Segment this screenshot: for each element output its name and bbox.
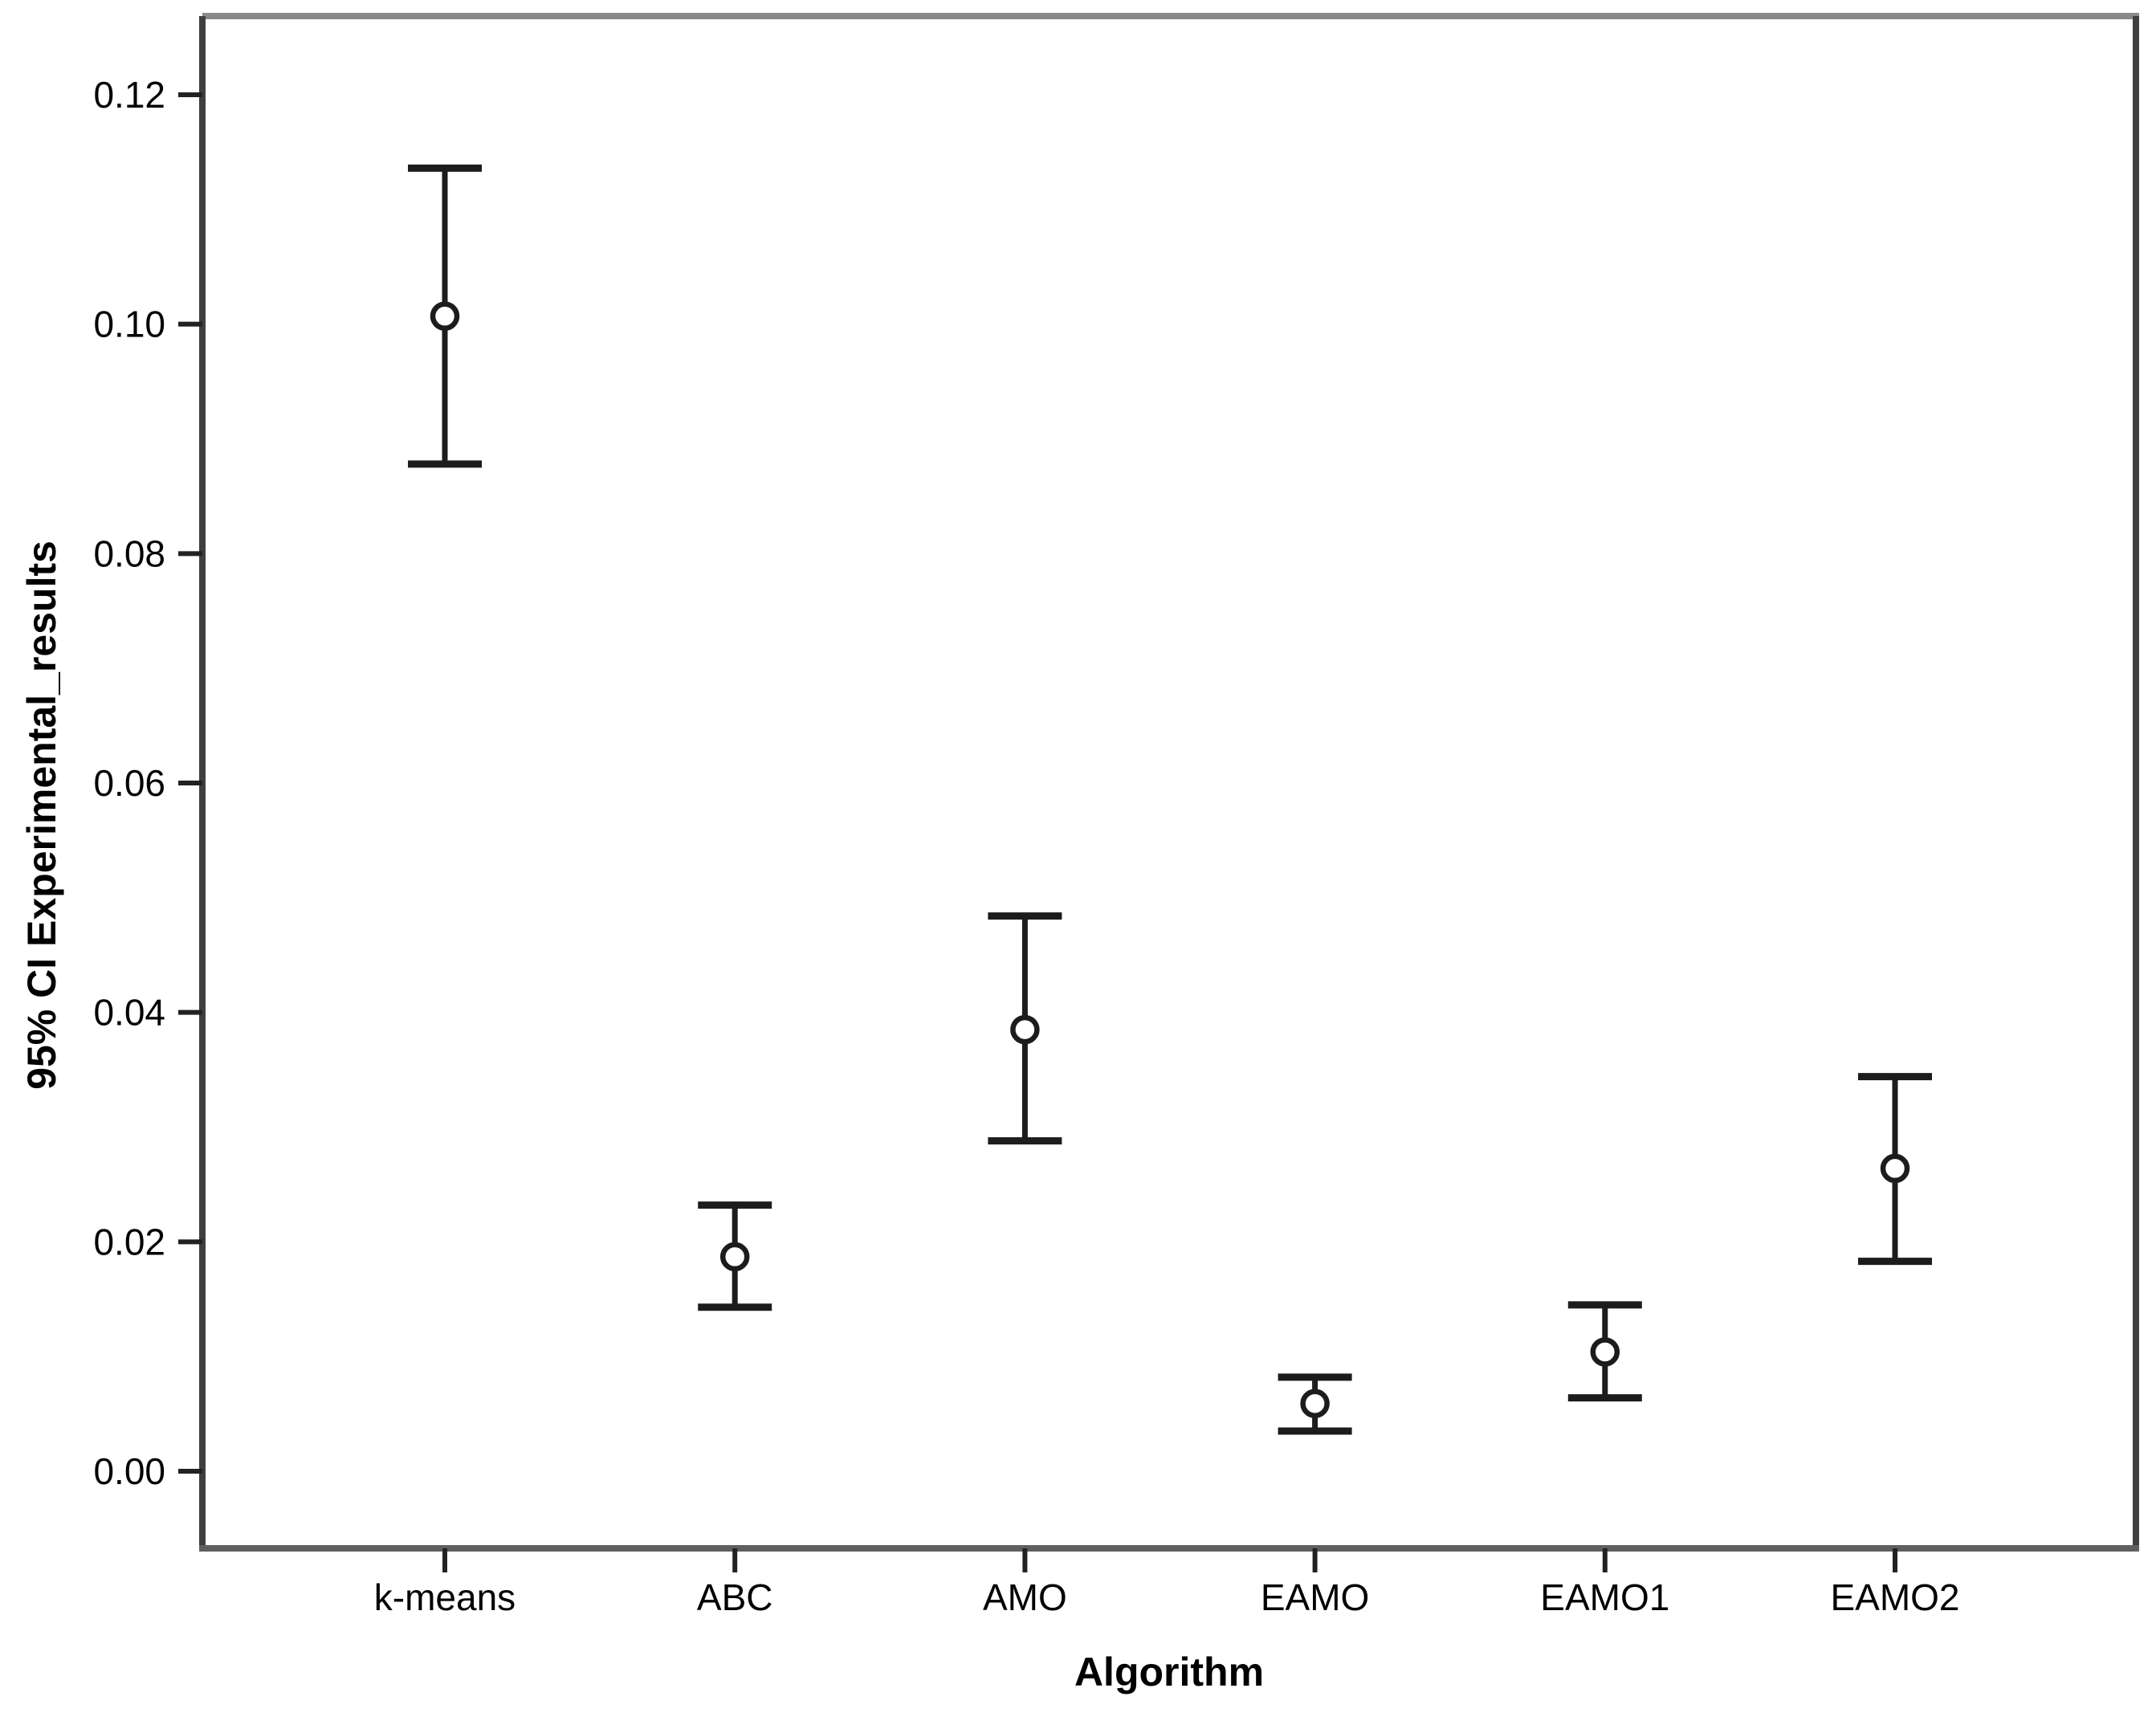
category-label: EAMO (1261, 1576, 1369, 1618)
x-tick-EAMO: EAMO (1261, 1548, 1369, 1618)
error-bar-EAMO (1278, 1373, 1352, 1435)
y-tick-0.12: 0.12 (93, 74, 202, 116)
x-tick-EAMO2: EAMO2 (1830, 1548, 1960, 1618)
y-tick-label: 0.06 (93, 762, 165, 804)
y-tick-label: 0.10 (93, 304, 165, 345)
x-tick-AMO: AMO (983, 1548, 1067, 1618)
x-tick-EAMO1: EAMO1 (1540, 1548, 1669, 1618)
y-tick-label: 0.12 (93, 74, 165, 116)
mean-marker (719, 1242, 750, 1272)
mean-marker (1880, 1153, 1910, 1184)
mean-marker (1300, 1389, 1330, 1418)
error-bar-k-means (408, 164, 482, 468)
error-bar-AMO (988, 912, 1062, 1145)
y-tick-label: 0.08 (93, 532, 165, 574)
error-bar-EAMO1 (1567, 1301, 1642, 1402)
y-tick-0.04: 0.04 (93, 992, 202, 1034)
mean-marker (1010, 1014, 1040, 1045)
y-axis-title: 95% CI Experimental_results (19, 540, 64, 1090)
y-tick-label: 0.00 (93, 1450, 165, 1492)
x-axis-title: Algorithm (1074, 1650, 1265, 1694)
category-label: ABC (697, 1576, 773, 1618)
error-bar-EAMO2 (1858, 1073, 1932, 1266)
x-tick-ABC: ABC (697, 1548, 773, 1618)
category-label: EAMO2 (1830, 1576, 1959, 1618)
y-tick-0.06: 0.06 (93, 762, 202, 804)
error-bar-ABC (698, 1201, 772, 1311)
mean-marker (1590, 1337, 1620, 1367)
x-tick-k-means: k-means (374, 1548, 516, 1618)
y-tick-0.02: 0.02 (93, 1221, 202, 1262)
category-label: EAMO1 (1540, 1576, 1669, 1618)
y-tick-0.00: 0.00 (93, 1450, 202, 1492)
y-tick-label: 0.04 (93, 992, 165, 1034)
y-tick-0.08: 0.08 (93, 532, 202, 574)
category-label: k-means (374, 1576, 516, 1618)
mean-marker (430, 301, 460, 331)
y-tick-0.10: 0.10 (93, 304, 202, 345)
y-tick-label: 0.02 (93, 1221, 165, 1262)
category-label: AMO (983, 1576, 1067, 1618)
